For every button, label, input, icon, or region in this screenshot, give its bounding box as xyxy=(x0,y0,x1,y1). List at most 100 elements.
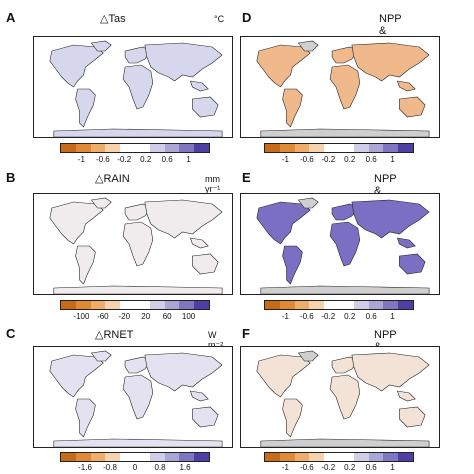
colorbar-swatch xyxy=(149,301,165,309)
colorbar-swatch xyxy=(265,301,280,309)
colorbar-swatch xyxy=(324,453,339,461)
colorbar-tick-label: 0 xyxy=(132,463,138,472)
colorbar-swatch xyxy=(398,453,413,461)
colorbar-swatch xyxy=(368,301,384,309)
colorbar-tick-label: -0.8 xyxy=(103,463,117,472)
landmass xyxy=(260,285,430,294)
colorbar-tick-label: 60 xyxy=(162,312,172,321)
colorbar-tick-label: -1 xyxy=(281,463,289,472)
landmass xyxy=(90,40,112,52)
colorbar-tick-label: -0.2 xyxy=(321,463,336,472)
world-map xyxy=(240,36,440,138)
landmass xyxy=(351,352,430,392)
colorbar-swatch xyxy=(194,144,209,152)
colorbar-tick-label: -1 xyxy=(281,155,289,164)
landmass xyxy=(49,44,104,88)
colorbar-swatch xyxy=(338,453,354,461)
colorbar-swatch xyxy=(75,144,91,152)
landmass xyxy=(49,201,104,245)
colorbar-tick-label: -1.6 xyxy=(78,463,92,472)
colorbar-tick-label: -0.6 xyxy=(95,155,110,164)
colorbar xyxy=(264,452,414,462)
landmass xyxy=(53,128,223,137)
landmass xyxy=(260,128,430,137)
colorbar xyxy=(60,143,210,153)
colorbar-ticks: -1 -0.6 -0.2 0.2 0.6 1 xyxy=(60,155,210,165)
panel-title: △RNET xyxy=(95,329,134,341)
world-map xyxy=(240,346,440,448)
landmass xyxy=(124,46,152,64)
colorbar-swatch xyxy=(309,144,325,152)
colorbar-swatch xyxy=(338,301,354,309)
landmass xyxy=(396,80,416,92)
colorbar-swatch xyxy=(105,301,121,309)
landmass xyxy=(256,201,311,245)
panel-title: △Tas xyxy=(100,13,126,25)
colorbar-ticks: -1 -0.6 -0.2 0.2 0.6 1 xyxy=(264,463,414,473)
landmass xyxy=(260,438,430,447)
landmass xyxy=(75,88,96,128)
colorbar-ticks: -1 -0.6 -0.2 0.2 0.6 1 xyxy=(264,312,414,322)
colorbar-tick-label: 20 xyxy=(141,312,151,321)
colorbar-swatch xyxy=(398,144,413,152)
landmass xyxy=(329,221,361,267)
landmass xyxy=(297,197,319,209)
landmass xyxy=(297,350,319,362)
landmass xyxy=(256,354,311,398)
world-map xyxy=(33,36,233,138)
colorbar-swatch xyxy=(279,301,295,309)
colorbar-swatch xyxy=(194,301,209,309)
landmass xyxy=(331,46,359,64)
colorbar-swatch xyxy=(279,453,295,461)
colorbar-swatch xyxy=(134,453,150,461)
colorbar-swatch xyxy=(164,301,180,309)
colorbar-tick-label: 0.6 xyxy=(365,463,377,472)
colorbar-swatch xyxy=(194,453,209,461)
colorbar-swatch xyxy=(105,453,121,461)
landmass xyxy=(329,64,361,110)
world-map xyxy=(240,193,440,295)
panel-unit: W m⁻² xyxy=(208,330,224,350)
landmass xyxy=(396,390,416,402)
colorbar-tick-label: 1 xyxy=(186,155,191,164)
colorbar-swatch xyxy=(120,144,135,152)
colorbar-swatch xyxy=(353,144,369,152)
colorbar-tick-label: 100 xyxy=(181,312,196,321)
colorbar-swatch xyxy=(324,144,339,152)
colorbar-tick-label: 1 xyxy=(390,463,395,472)
colorbar-tick-label: 1 xyxy=(390,155,395,164)
colorbar-tick-label: 0.2 xyxy=(344,312,356,321)
colorbar-tick-label: -0.6 xyxy=(299,463,314,472)
landmass xyxy=(53,285,223,294)
colorbar-swatch xyxy=(294,453,310,461)
landmass xyxy=(53,438,223,447)
colorbar-swatch xyxy=(383,144,399,152)
landmass xyxy=(399,253,426,275)
colorbar-swatch xyxy=(179,301,195,309)
colorbar-swatch xyxy=(164,144,180,152)
colorbar-tick-label: 1 xyxy=(390,312,395,321)
landmass xyxy=(144,199,223,239)
colorbar-tick-label: 0.8 xyxy=(154,463,166,472)
colorbar-tick-label: -0.2 xyxy=(321,312,336,321)
colorbar-swatch xyxy=(179,453,195,461)
colorbar-swatch xyxy=(353,453,369,461)
colorbar-swatch xyxy=(61,301,76,309)
landmass xyxy=(122,64,154,110)
panel-unit: °C xyxy=(214,14,225,24)
colorbar-tick-label: 0.6 xyxy=(365,155,377,164)
panel-letter: E xyxy=(242,170,251,185)
colorbar-swatch xyxy=(90,453,106,461)
landmass xyxy=(75,398,96,438)
colorbar-swatch xyxy=(75,453,91,461)
colorbar xyxy=(60,452,210,462)
landmass xyxy=(90,197,112,209)
colorbar-swatch xyxy=(265,453,280,461)
landmass xyxy=(282,398,303,438)
landmass xyxy=(90,350,112,362)
colorbar-swatch xyxy=(120,453,135,461)
colorbar-tick-label: -1 xyxy=(281,312,289,321)
landmass xyxy=(351,42,430,82)
colorbar-swatch xyxy=(149,144,165,152)
landmass xyxy=(192,96,219,118)
